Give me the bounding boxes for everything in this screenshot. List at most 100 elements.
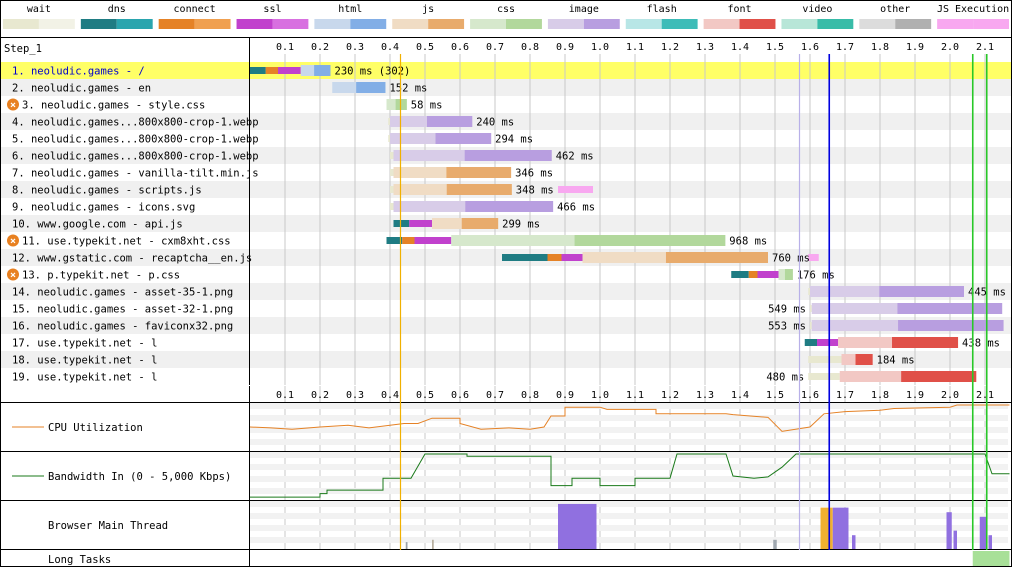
main-thread-activity: [432, 539, 434, 549]
metrics-panels: CPU Utilization Bandwidth In (0 - 5,000 K…: [0, 402, 1012, 567]
legend-swatch: [80, 19, 117, 29]
blocking-icon: ×: [10, 270, 16, 281]
main-thread-activity: [953, 530, 957, 549]
connect-segment: [265, 67, 278, 74]
request-duration: 438 ms: [962, 338, 1000, 350]
download-segment: [356, 82, 386, 93]
request-labels: 1. neoludic.games - / 230 ms (302) 2. neol…: [0, 66, 1012, 386]
request-bars: [250, 65, 1004, 382]
request-label: 19. use.typekit.net - l: [12, 372, 157, 384]
tick-label: 0.9: [556, 42, 574, 53]
row-background: [0, 113, 1012, 130]
download-segment: [892, 337, 959, 348]
request-duration: 553 ms: [768, 321, 806, 333]
legend-label: css: [497, 4, 515, 15]
legend-swatch: [236, 19, 273, 29]
row-background: [0, 96, 1012, 113]
download-segment: [465, 201, 554, 212]
legend-swatch: [194, 19, 231, 29]
request-label: 9. neoludic.games - icons.svg: [12, 202, 195, 214]
tick-label: 0.2: [311, 42, 329, 53]
download-segment: [665, 252, 768, 263]
request-duration: 760 ms: [772, 253, 810, 265]
legend-label: flash: [647, 4, 677, 15]
dns-segment: [393, 220, 410, 227]
tick-label: 2.1: [976, 42, 994, 53]
panel-band: [250, 476, 1008, 482]
legend-label: JS Execution: [937, 4, 1009, 15]
row-background: [0, 334, 1012, 351]
connect-segment: [547, 254, 562, 261]
panel-band: [250, 415, 1008, 421]
wait-segment: [390, 186, 394, 193]
dns-segment: [386, 237, 403, 244]
legend-label: wait: [27, 4, 51, 15]
request-duration: 58 ms: [411, 100, 443, 112]
legend-swatch: [428, 19, 465, 29]
tick-label: 0.6: [451, 390, 469, 401]
tick-label: 2.1: [976, 390, 994, 401]
tick-label: 2.0: [941, 42, 959, 53]
row-background: [0, 215, 1012, 232]
row-background: [0, 368, 1012, 385]
wait-segment: [808, 288, 810, 295]
panel-band: [250, 464, 1008, 470]
request-label: 5. neoludic.games...800x800-crop-1.webp: [12, 134, 259, 146]
tick-label: 0.4: [381, 390, 399, 401]
legend-swatch: [973, 19, 1009, 29]
blocking-icon: ×: [10, 100, 16, 111]
legend-swatch: [583, 19, 620, 29]
tick-label: 0.2: [311, 390, 329, 401]
legend-swatch: [158, 19, 195, 29]
request-label: 1. neoludic.games - /: [12, 66, 145, 78]
tick-label: 0.3: [346, 42, 364, 53]
download-segment: [427, 116, 473, 127]
legend-swatch: [661, 19, 698, 29]
row-background: [0, 283, 1012, 300]
tick-label: 1.4: [731, 42, 749, 53]
request-duration: 968 ms: [729, 236, 767, 248]
request-duration: 348 ms: [516, 185, 554, 197]
js-execution-segment: [558, 186, 593, 193]
wait-segment: [388, 135, 390, 142]
tick-label: 1.2: [661, 390, 679, 401]
legend-swatch: [116, 19, 153, 29]
legend-swatch: [817, 19, 854, 29]
request-label: 11. use.typekit.net - cxm8xht.css: [22, 236, 231, 248]
request-label: 18. use.typekit.net - l: [12, 355, 157, 367]
step-label: Step_1: [4, 43, 42, 55]
tick-label: 0.5: [416, 390, 434, 401]
row-background: [0, 266, 1012, 283]
row-background: [0, 300, 1012, 317]
download-segment: [574, 235, 726, 246]
request-label: 10. www.google.com - api.js: [12, 219, 183, 231]
tick-label: 0.9: [556, 390, 574, 401]
main-thread-activity: [405, 542, 408, 549]
panel-band: [250, 427, 1008, 433]
ssl-segment: [817, 339, 838, 346]
tick-label: 1.0: [591, 42, 609, 53]
tick-label: 2.0: [941, 390, 959, 401]
legend-swatch: [937, 19, 974, 29]
dns-segment: [731, 271, 749, 278]
legend-swatch: [392, 19, 429, 29]
panel-band: [250, 488, 1008, 494]
row-background: [0, 79, 1012, 96]
legend-swatch: [703, 19, 740, 29]
tick-label: 1.9: [906, 42, 924, 53]
ssl-segment: [278, 67, 301, 74]
request-duration: 230 ms (302): [335, 66, 411, 78]
dns-segment: [804, 339, 817, 346]
tick-label: 0.5: [416, 42, 434, 53]
request-duration: 462 ms: [556, 151, 594, 163]
dns-segment: [250, 67, 266, 74]
tick-label: 1.8: [871, 42, 889, 53]
ssl-segment: [409, 220, 432, 227]
request-label: 8. neoludic.games - scripts.js: [12, 185, 202, 197]
panel-band: [250, 403, 1008, 409]
main-thread-activity: [586, 521, 592, 549]
download-segment: [464, 150, 552, 161]
legend-swatch: [547, 19, 584, 29]
request-label: 4. neoludic.games...800x800-crop-1.webp: [12, 117, 259, 129]
legend-label: html: [338, 4, 362, 15]
